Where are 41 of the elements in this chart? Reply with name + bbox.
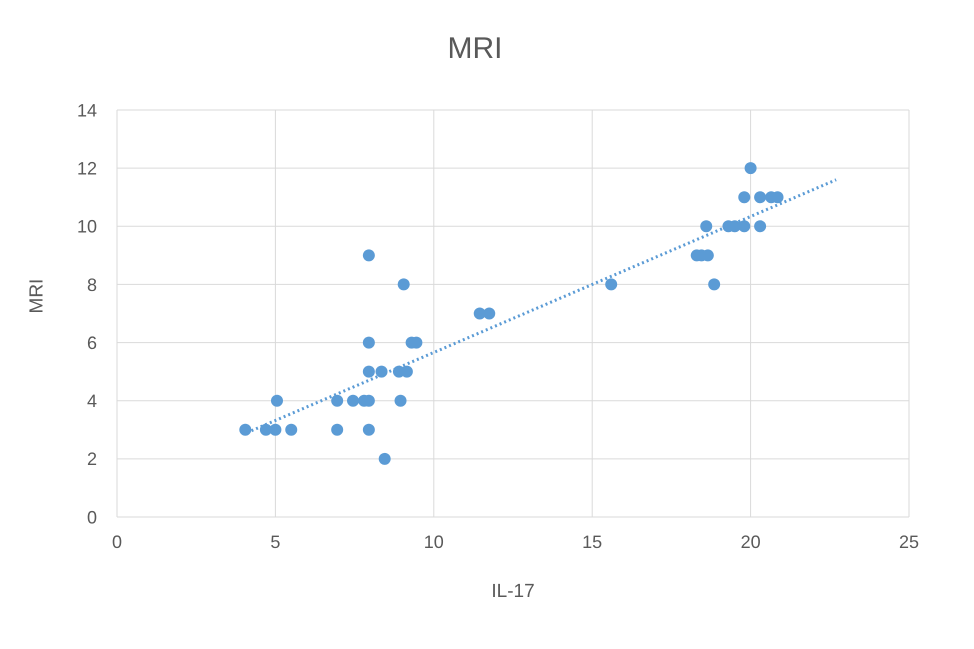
y-tick-label: 6 (86, 332, 97, 353)
y-tick-label: 4 (86, 391, 97, 412)
x-tick-label: 15 (582, 532, 602, 552)
point (362, 424, 375, 436)
y-tick-label: 2 (86, 449, 97, 470)
point (378, 452, 391, 465)
point (269, 424, 282, 436)
point (362, 336, 375, 349)
y-tick-label: 8 (86, 274, 97, 295)
point (738, 191, 750, 204)
point (483, 308, 496, 320)
y-tick-label: 10 (76, 216, 97, 237)
x-tick-label: 25 (898, 532, 920, 552)
point (347, 394, 360, 407)
x-tick-label: 0 (112, 532, 122, 552)
x-tick-label: 20 (740, 532, 761, 552)
point (270, 394, 283, 407)
point (362, 249, 375, 262)
point (708, 278, 720, 290)
point (362, 366, 375, 378)
point (285, 424, 298, 436)
point (331, 394, 344, 407)
point (605, 278, 618, 290)
x-tick-label: 10 (424, 532, 444, 552)
x-axis-title: IL-17 (491, 581, 535, 602)
point (398, 278, 410, 290)
point (331, 424, 344, 436)
point (754, 220, 766, 232)
point (744, 162, 757, 174)
point (474, 308, 486, 320)
point (754, 191, 766, 204)
point (394, 394, 407, 407)
y-axis-title: MRI (26, 278, 48, 314)
y-tick-label: 14 (76, 100, 97, 120)
x-tick-label: 5 (270, 532, 280, 552)
point (239, 424, 252, 436)
point (738, 220, 750, 232)
chart-title: MRI (446, 32, 504, 66)
y-tick-label: 12 (76, 158, 97, 179)
y-tick-label: 0 (86, 507, 97, 528)
point (700, 220, 712, 232)
